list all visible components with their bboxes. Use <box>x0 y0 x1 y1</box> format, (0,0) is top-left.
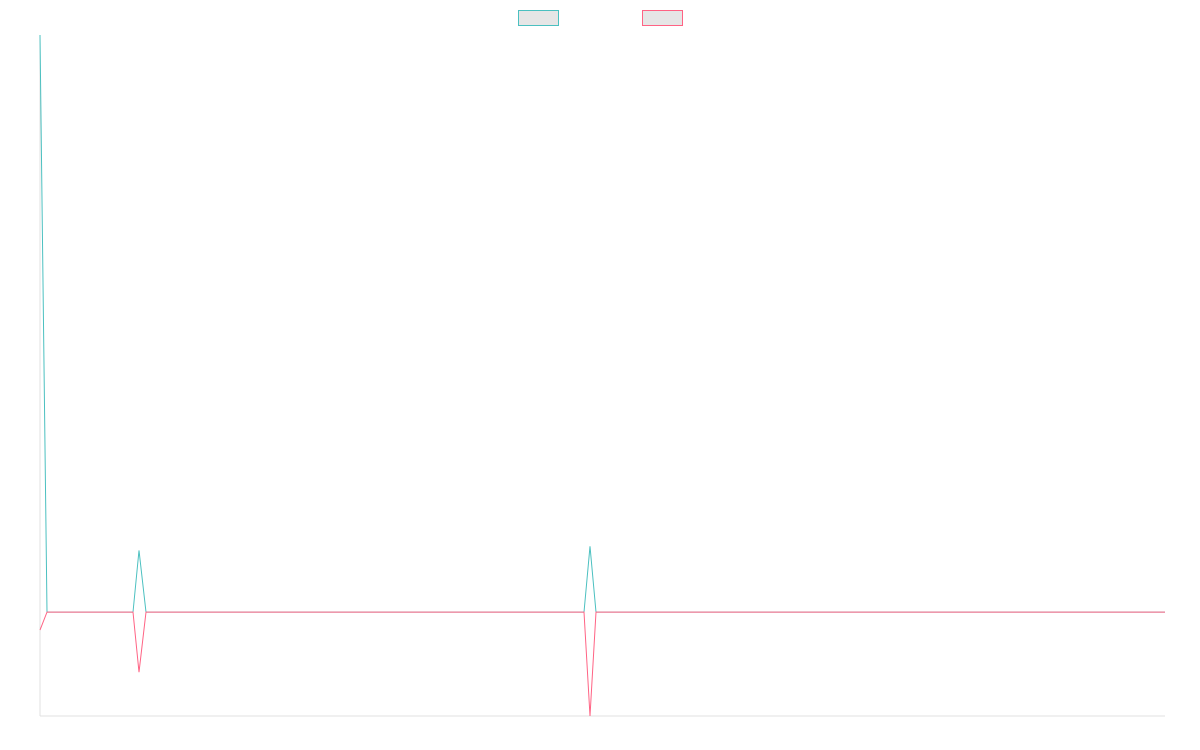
series-line <box>39 611 1165 717</box>
legend-swatch <box>518 10 559 26</box>
plot-area <box>39 34 1165 717</box>
legend <box>518 10 683 26</box>
series-line <box>39 34 1165 613</box>
legend-swatch <box>642 10 683 26</box>
